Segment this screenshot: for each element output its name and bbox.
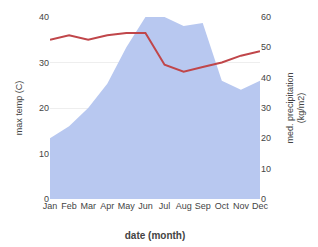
svg-text:50: 50: [261, 42, 271, 52]
svg-text:date (month): date (month): [125, 230, 186, 241]
svg-text:Nov: Nov: [233, 201, 250, 211]
svg-text:Sep: Sep: [195, 201, 211, 211]
svg-text:0: 0: [261, 194, 266, 204]
svg-text:40: 40: [39, 12, 49, 22]
svg-text:max temp (C): max temp (C): [14, 81, 24, 136]
svg-text:med. precipitation(kg/m2): med. precipitation(kg/m2): [285, 72, 307, 143]
svg-text:Jun: Jun: [138, 201, 153, 211]
svg-text:Jul: Jul: [159, 201, 171, 211]
svg-text:60: 60: [261, 12, 271, 22]
svg-text:20: 20: [261, 133, 271, 143]
svg-text:May: May: [118, 201, 136, 211]
svg-text:Feb: Feb: [61, 201, 77, 211]
svg-text:10: 10: [39, 149, 49, 159]
svg-text:30: 30: [261, 103, 271, 113]
svg-text:Mar: Mar: [80, 201, 96, 211]
svg-text:30: 30: [39, 58, 49, 68]
svg-text:40: 40: [261, 73, 271, 83]
svg-text:Apr: Apr: [100, 201, 114, 211]
svg-text:0: 0: [44, 194, 49, 204]
svg-text:10: 10: [261, 164, 271, 174]
svg-text:20: 20: [39, 103, 49, 113]
svg-text:Jan: Jan: [43, 201, 58, 211]
svg-text:Oct: Oct: [215, 201, 230, 211]
svg-text:Dec: Dec: [252, 201, 269, 211]
svg-text:Aug: Aug: [176, 201, 192, 211]
